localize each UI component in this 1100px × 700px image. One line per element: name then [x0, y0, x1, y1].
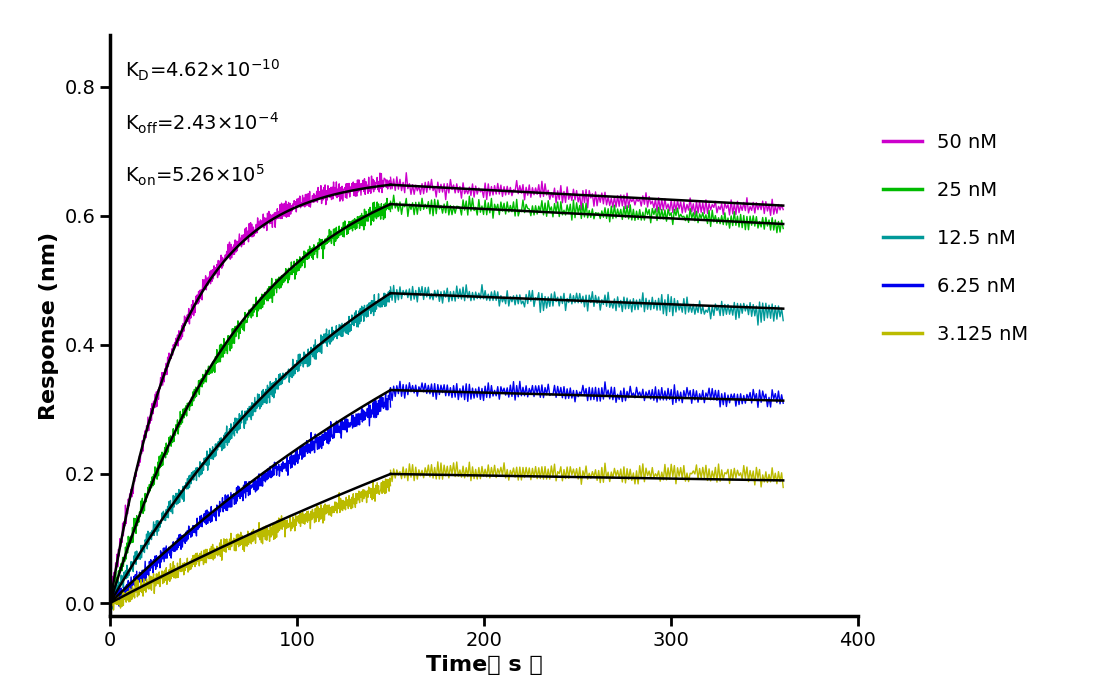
Legend: 50 nM, 25 nM, 12.5 nM, 6.25 nM, 3.125 nM: 50 nM, 25 nM, 12.5 nM, 6.25 nM, 3.125 nM [876, 125, 1036, 352]
Text: K$_\mathrm{D}$=4.62×10$^{-10}$: K$_\mathrm{D}$=4.62×10$^{-10}$ [125, 58, 280, 83]
Text: K$_\mathrm{off}$=2.43×10$^{-4}$: K$_\mathrm{off}$=2.43×10$^{-4}$ [125, 111, 278, 136]
Y-axis label: Response (nm): Response (nm) [39, 232, 59, 419]
X-axis label: Time（ s ）: Time（ s ） [426, 655, 542, 675]
Text: K$_\mathrm{on}$=5.26×10$^{5}$: K$_\mathrm{on}$=5.26×10$^{5}$ [125, 163, 265, 188]
